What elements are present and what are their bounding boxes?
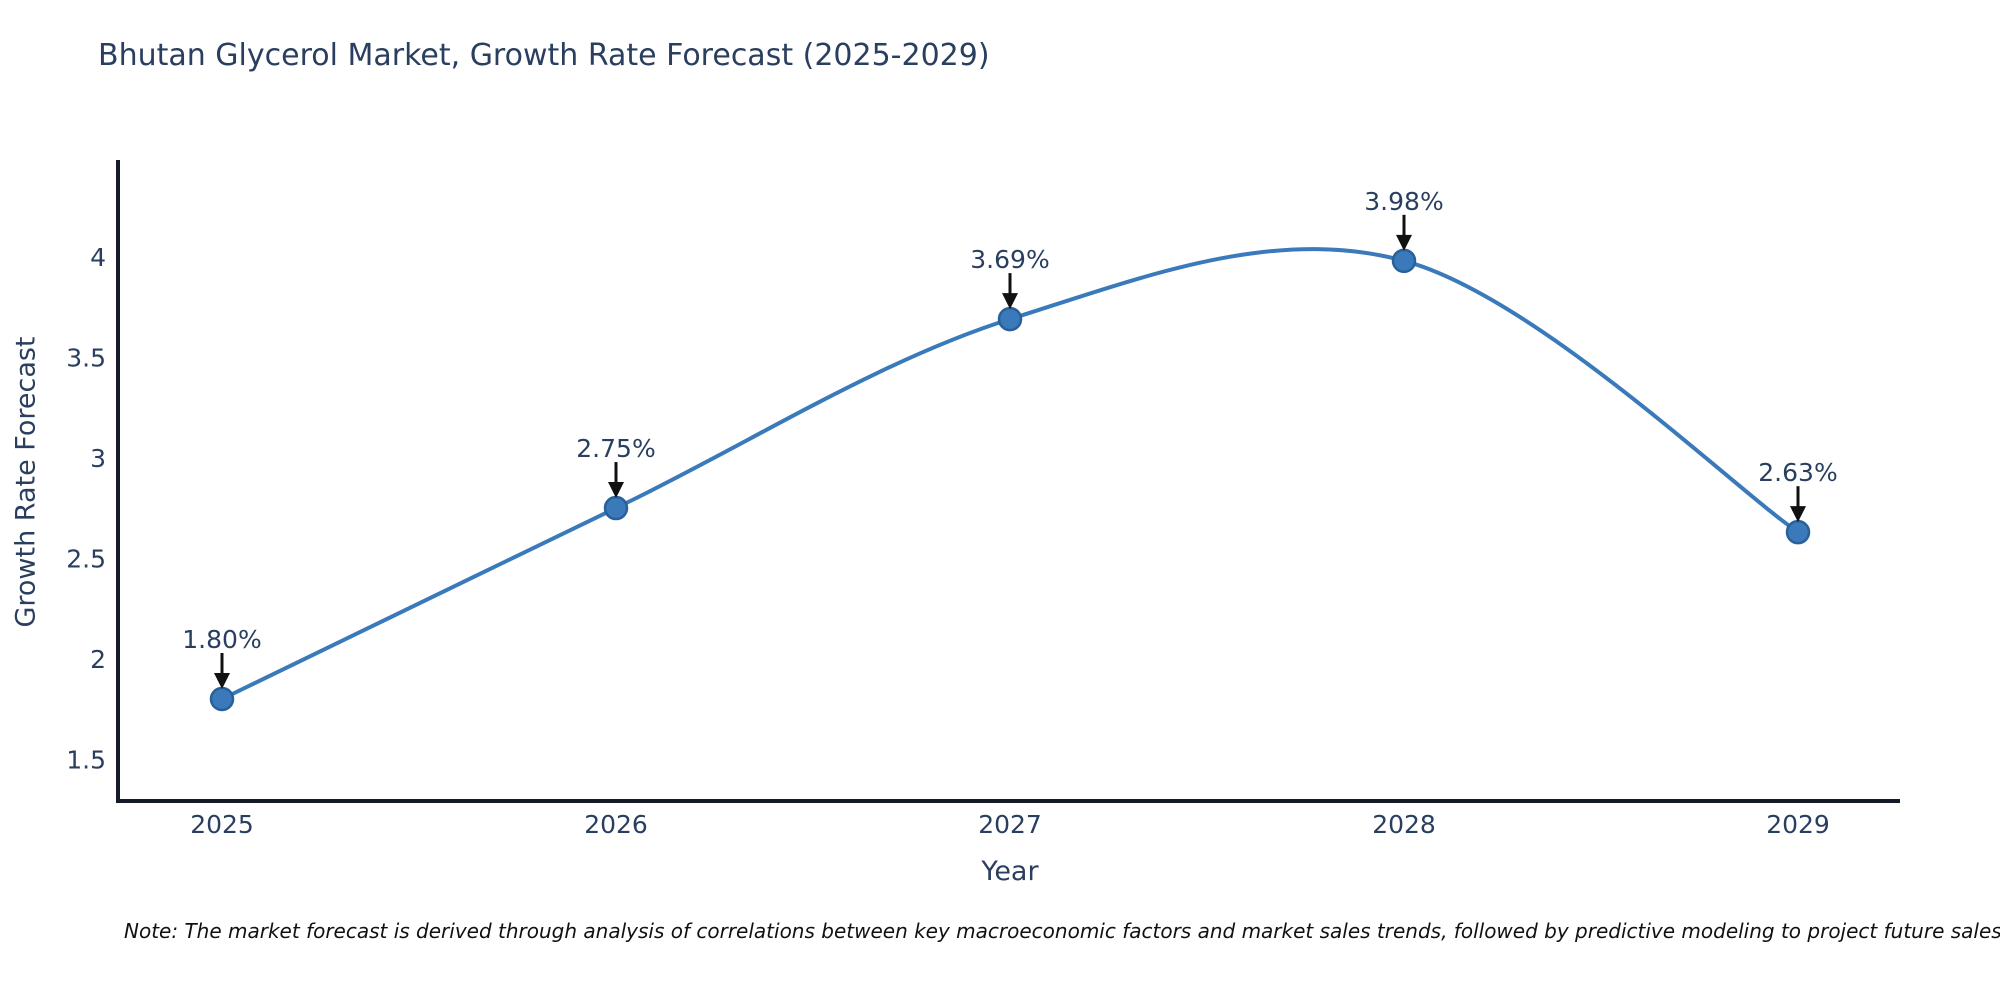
annotation-arrow-head (214, 673, 230, 689)
data-point-marker (209, 686, 235, 712)
annotation-arrow-head (1396, 234, 1412, 251)
y-tick-label: 3.5 (66, 343, 106, 372)
annotation-arrow-head (608, 482, 624, 499)
footnote-text: Note: The market forecast is derived thr… (124, 919, 2000, 943)
point-value-label: 1.80% (182, 625, 261, 654)
x-tick-label: 2027 (978, 810, 1042, 839)
data-point-marker (1391, 248, 1417, 274)
data-point-marker (603, 495, 629, 521)
x-tick-label: 2029 (1766, 810, 1830, 839)
y-tick-label: 2.5 (66, 544, 106, 573)
annotation-arrow-head (1002, 293, 1018, 310)
y-tick-label: 2 (90, 645, 106, 674)
chart-title: Bhutan Glycerol Market, Growth Rate Fore… (98, 38, 990, 73)
point-value-label: 3.98% (1364, 187, 1443, 216)
y-tick-label: 3 (90, 444, 106, 473)
x-axis-title: Year (981, 856, 1039, 887)
y-tick-label: 4 (90, 243, 106, 272)
data-point-marker (997, 306, 1023, 332)
point-value-label: 3.69% (970, 245, 1049, 274)
point-value-label: 2.75% (576, 434, 655, 463)
x-tick-label: 2028 (1372, 810, 1436, 839)
data-point-marker (1785, 519, 1811, 545)
y-tick-label: 1.5 (66, 745, 106, 774)
point-value-label: 2.63% (1758, 458, 1837, 487)
annotation-arrow-head (1790, 506, 1806, 523)
x-tick-label: 2025 (190, 810, 254, 839)
x-tick-label: 2026 (584, 810, 648, 839)
